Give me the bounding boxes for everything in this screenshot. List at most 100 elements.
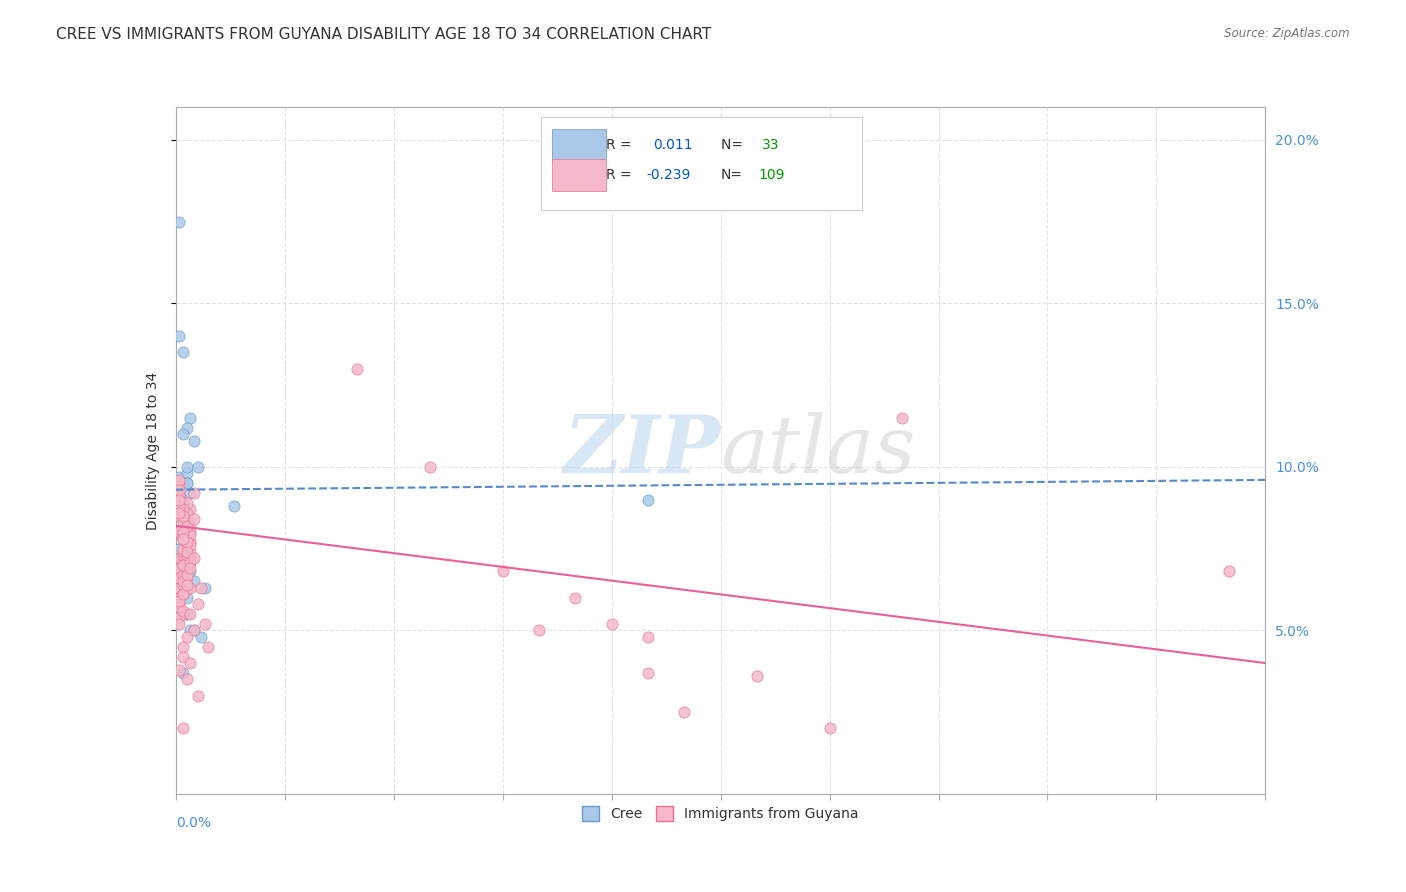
Point xyxy=(169,525,191,540)
Point xyxy=(176,516,198,530)
Point xyxy=(176,506,198,520)
Point xyxy=(183,624,205,638)
Point xyxy=(179,551,201,566)
Point xyxy=(169,594,191,608)
Point xyxy=(172,649,194,664)
Point xyxy=(176,581,198,595)
Point xyxy=(172,548,194,562)
Point xyxy=(169,489,191,503)
Point xyxy=(176,496,198,510)
Point xyxy=(169,571,191,585)
Point xyxy=(172,548,194,562)
Point xyxy=(179,656,201,670)
Point xyxy=(172,508,194,523)
Text: 0.0%: 0.0% xyxy=(176,816,211,830)
Point xyxy=(179,565,201,579)
Point xyxy=(172,545,194,559)
Text: atlas: atlas xyxy=(721,412,915,489)
Text: R =: R = xyxy=(606,168,631,182)
Point xyxy=(176,673,198,687)
Point xyxy=(176,467,198,481)
Point xyxy=(169,479,191,493)
Point xyxy=(172,555,194,569)
Point xyxy=(176,522,198,536)
Point xyxy=(179,624,201,638)
Text: N=: N= xyxy=(721,168,742,182)
Point xyxy=(169,561,191,575)
Point xyxy=(169,663,191,677)
Point xyxy=(176,607,198,621)
Point xyxy=(169,584,191,599)
Point xyxy=(179,538,201,552)
Point xyxy=(169,473,191,487)
Point xyxy=(169,492,191,507)
Point xyxy=(169,581,191,595)
Point xyxy=(169,574,191,589)
Point xyxy=(176,548,198,562)
Point xyxy=(176,630,198,644)
Point xyxy=(176,567,198,582)
Point xyxy=(745,669,768,683)
Point xyxy=(179,518,201,533)
Point xyxy=(172,722,194,736)
Point xyxy=(172,541,194,556)
Point xyxy=(169,600,191,615)
Point xyxy=(172,499,194,513)
FancyBboxPatch shape xyxy=(551,160,606,191)
Point xyxy=(179,545,201,559)
Point xyxy=(673,705,696,719)
Point xyxy=(169,499,191,513)
Point xyxy=(169,483,191,497)
Point xyxy=(172,508,194,523)
Point xyxy=(169,525,191,540)
Point xyxy=(176,565,198,579)
Point xyxy=(169,476,191,491)
Point xyxy=(179,486,201,500)
Point xyxy=(172,587,194,601)
Point xyxy=(172,607,194,621)
Point xyxy=(172,587,194,601)
Point xyxy=(183,434,205,448)
FancyBboxPatch shape xyxy=(541,118,862,211)
Point xyxy=(169,591,191,605)
Point xyxy=(818,722,841,736)
Point xyxy=(176,535,198,549)
Point xyxy=(172,502,194,516)
Point xyxy=(176,420,198,434)
Point xyxy=(169,597,191,611)
Point xyxy=(169,489,191,503)
Text: -0.239: -0.239 xyxy=(647,168,690,182)
Point xyxy=(172,427,194,442)
Point xyxy=(600,616,623,631)
Text: 33: 33 xyxy=(762,138,779,152)
Point xyxy=(183,574,205,589)
Point xyxy=(172,525,194,540)
Point xyxy=(176,571,198,585)
Point xyxy=(172,574,194,589)
Point xyxy=(172,532,194,546)
Point xyxy=(172,577,194,591)
Point xyxy=(169,616,191,631)
Point xyxy=(194,616,217,631)
Point xyxy=(169,329,191,343)
Text: 0.011: 0.011 xyxy=(652,138,693,152)
Point xyxy=(186,689,209,703)
Point xyxy=(176,476,198,491)
Point xyxy=(179,410,201,425)
Point xyxy=(172,528,194,542)
Text: N=: N= xyxy=(721,138,747,152)
Point xyxy=(172,345,194,359)
Point xyxy=(172,565,194,579)
Point xyxy=(190,581,212,595)
Point xyxy=(169,506,191,520)
Point xyxy=(179,502,201,516)
Point xyxy=(637,665,659,680)
Point xyxy=(172,558,194,572)
Point xyxy=(169,214,191,228)
Point xyxy=(169,541,191,556)
Point xyxy=(176,518,198,533)
Point xyxy=(172,499,194,513)
Point xyxy=(169,492,191,507)
Point xyxy=(169,551,191,566)
Point xyxy=(176,545,198,559)
